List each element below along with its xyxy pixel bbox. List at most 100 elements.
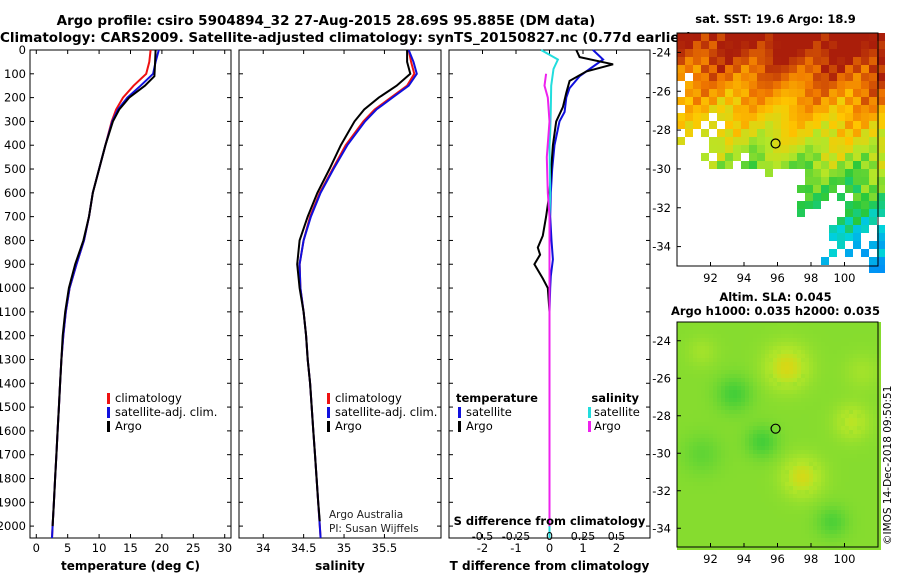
sst-cell [749,65,757,73]
sst-cell [877,81,885,89]
sla-cell [741,530,745,534]
sla-cell [749,322,753,326]
sla-cell [781,418,785,422]
sla-cell [689,386,693,390]
sla-cell [813,442,817,446]
sla-cell [797,386,801,390]
sla-cell [861,434,865,438]
sla-cell [833,482,837,486]
sla-cell [833,442,837,446]
sla-cell [829,522,833,526]
x-tick-label: 2 [613,541,620,555]
sla-cell [681,458,685,462]
sst-cell [853,225,861,233]
sla-cell [689,350,693,354]
sla-cell [769,530,773,534]
sla-cell [853,386,857,390]
sla-cell [761,362,765,366]
sla-cell [761,402,765,406]
sla-cell [801,546,805,550]
x-tick-label: 0 [546,541,553,555]
sla-cell [825,510,829,514]
sla-cell [861,402,865,406]
legend-swatch [107,421,110,432]
sla-cell [709,350,713,354]
sst-cell [749,33,757,41]
sla-cell [829,406,833,410]
sla-cell [701,382,705,386]
sla-cell [853,394,857,398]
sla-cell [757,466,761,470]
sla-cell [777,490,781,494]
sla-cell [777,538,781,542]
y-tick-label: 0 [19,43,26,57]
sla-cell [777,546,781,550]
sla-cell [721,330,725,334]
sla-cell [773,530,777,534]
sla-cell [825,502,829,506]
sla-cell [853,502,857,506]
sla-cell [841,322,845,326]
sla-cell [877,474,881,478]
y-tick-label: 1400 [0,376,26,390]
sla-cell [677,354,681,358]
legend-swatch [107,407,110,418]
sla-cell [797,494,801,498]
sla-cell [681,354,685,358]
sla-cell [825,506,829,510]
sla-cell [733,434,737,438]
sla-cell [825,334,829,338]
sla-cell [693,474,697,478]
sla-cell [809,466,813,470]
sla-cell [837,534,841,538]
sla-cell [737,474,741,478]
sla-cell [749,514,753,518]
sla-cell [785,530,789,534]
sst-cell [861,137,869,145]
sla-cell [877,430,881,434]
sla-cell [873,486,877,490]
sla-cell [825,366,829,370]
sst-cell [789,105,797,113]
sla-cell [801,502,805,506]
sla-cell [685,490,689,494]
sla-cell [857,338,861,342]
sla-cell [809,402,813,406]
sla-cell [793,430,797,434]
sla-cell [689,374,693,378]
sla-cell [753,530,757,534]
sla-cell [689,506,693,510]
sla-cell [837,342,841,346]
sla-cell [685,434,689,438]
sla-cell [821,402,825,406]
sla-cell [685,534,689,538]
sla-cell [801,514,805,518]
sla-cell [765,390,769,394]
sst-cell [829,177,837,185]
sla-cell [809,486,813,490]
sla-cell [813,322,817,326]
sla-cell [709,494,713,498]
sla-cell [853,430,857,434]
sla-cell [697,522,701,526]
sla-cell [753,414,757,418]
sst-cell [733,65,741,73]
sla-cell [861,478,865,482]
sla-cell [797,422,801,426]
y-tick-label: 1900 [0,495,26,509]
sla-cell [869,514,873,518]
sla-cell [801,322,805,326]
sla-cell [789,410,793,414]
sla-cell [833,386,837,390]
sla-cell [769,454,773,458]
sla-cell [877,494,881,498]
sla-cell [757,362,761,366]
sla-cell [869,470,873,474]
sla-cell [821,530,825,534]
sst-cell [877,33,885,41]
sla-cell [821,378,825,382]
sla-cell [689,462,693,466]
sla-cell [765,506,769,510]
sla-cell [689,326,693,330]
sla-cell [861,442,865,446]
